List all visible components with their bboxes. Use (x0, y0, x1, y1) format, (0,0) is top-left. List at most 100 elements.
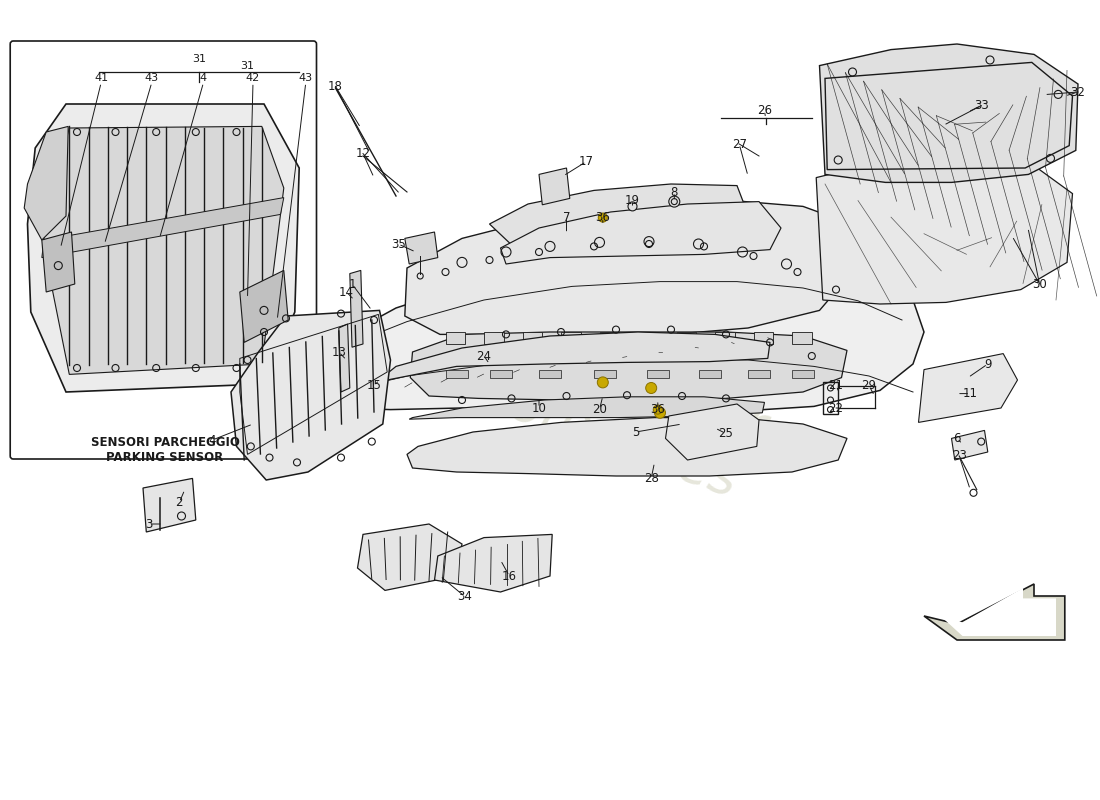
Polygon shape (28, 104, 299, 392)
Polygon shape (446, 370, 468, 378)
Circle shape (646, 382, 657, 394)
Polygon shape (339, 324, 350, 392)
Polygon shape (561, 332, 581, 344)
Circle shape (598, 213, 607, 222)
Polygon shape (484, 332, 504, 344)
Polygon shape (539, 168, 570, 205)
Polygon shape (407, 418, 847, 476)
Circle shape (654, 407, 666, 418)
Polygon shape (600, 332, 619, 344)
Text: 27: 27 (732, 138, 747, 150)
Text: 22: 22 (828, 402, 844, 414)
Text: 26: 26 (757, 104, 772, 117)
Text: a passion for
automobiles: a passion for automobiles (415, 290, 773, 510)
Polygon shape (231, 310, 390, 480)
Polygon shape (952, 430, 988, 460)
Text: 30: 30 (1032, 278, 1047, 290)
Text: 17: 17 (579, 155, 594, 168)
Text: 14: 14 (339, 286, 354, 298)
Text: 20: 20 (592, 403, 607, 416)
Text: 1: 1 (349, 278, 355, 290)
Text: 11: 11 (962, 387, 978, 400)
Polygon shape (350, 270, 363, 347)
Text: 34: 34 (456, 590, 472, 602)
Polygon shape (410, 332, 847, 400)
Polygon shape (434, 534, 552, 592)
Polygon shape (666, 404, 759, 460)
Text: 43: 43 (299, 74, 312, 83)
Text: 2: 2 (176, 496, 183, 509)
Polygon shape (24, 126, 68, 240)
Text: 43: 43 (145, 74, 158, 83)
Text: 3: 3 (145, 518, 152, 530)
Text: 7: 7 (563, 211, 570, 224)
Text: 21: 21 (828, 379, 844, 392)
Text: SENSORI PARCHEGGIO
PARKING SENSOR: SENSORI PARCHEGGIO PARKING SENSOR (90, 436, 240, 464)
FancyBboxPatch shape (10, 41, 317, 459)
Text: 4: 4 (200, 74, 207, 83)
Text: 35: 35 (390, 238, 406, 250)
Polygon shape (792, 370, 814, 378)
Text: 10: 10 (531, 402, 547, 414)
Text: 31: 31 (192, 54, 206, 64)
Text: 36: 36 (650, 403, 666, 416)
Polygon shape (748, 370, 770, 378)
Text: 15: 15 (366, 379, 382, 392)
Polygon shape (143, 478, 196, 532)
Polygon shape (676, 332, 696, 344)
Polygon shape (698, 370, 720, 378)
Text: 4: 4 (209, 434, 216, 446)
Text: 12: 12 (355, 147, 371, 160)
Polygon shape (715, 332, 735, 344)
Polygon shape (940, 588, 1056, 636)
Polygon shape (539, 370, 561, 378)
Circle shape (597, 377, 608, 388)
Text: 42: 42 (246, 74, 260, 83)
Text: 9: 9 (984, 358, 991, 370)
Polygon shape (405, 232, 438, 264)
Text: 28: 28 (644, 472, 659, 485)
Polygon shape (446, 332, 465, 344)
Polygon shape (42, 232, 75, 292)
Polygon shape (647, 370, 669, 378)
Polygon shape (405, 200, 852, 334)
Polygon shape (358, 524, 462, 590)
Polygon shape (42, 198, 284, 258)
Polygon shape (409, 397, 764, 419)
Polygon shape (500, 202, 781, 264)
Polygon shape (44, 126, 284, 374)
Polygon shape (368, 332, 770, 392)
Text: 16: 16 (502, 570, 517, 582)
Text: 24: 24 (476, 350, 492, 362)
Polygon shape (490, 184, 748, 245)
Text: 23: 23 (952, 450, 967, 462)
Polygon shape (792, 332, 812, 344)
Polygon shape (522, 332, 542, 344)
Polygon shape (240, 270, 288, 342)
Text: 29: 29 (861, 379, 877, 392)
Polygon shape (820, 44, 1078, 182)
Text: 8: 8 (671, 186, 678, 198)
Text: 32: 32 (1070, 86, 1086, 98)
Polygon shape (324, 268, 924, 412)
Text: 18: 18 (328, 80, 343, 93)
Polygon shape (924, 584, 1065, 640)
Text: 19: 19 (625, 194, 640, 206)
Polygon shape (638, 332, 658, 344)
Text: 13: 13 (331, 346, 346, 358)
Polygon shape (816, 154, 1072, 304)
Circle shape (653, 405, 662, 414)
Text: 33: 33 (974, 99, 989, 112)
Text: 25: 25 (718, 427, 734, 440)
Text: 5: 5 (632, 426, 639, 438)
Circle shape (628, 202, 637, 211)
Polygon shape (754, 332, 773, 344)
Text: 41: 41 (95, 74, 108, 83)
Polygon shape (490, 370, 512, 378)
Text: 6: 6 (954, 432, 960, 445)
Polygon shape (918, 354, 1018, 422)
Polygon shape (594, 370, 616, 378)
Circle shape (669, 196, 680, 207)
Text: 36: 36 (595, 211, 610, 224)
Text: 31: 31 (241, 61, 254, 70)
